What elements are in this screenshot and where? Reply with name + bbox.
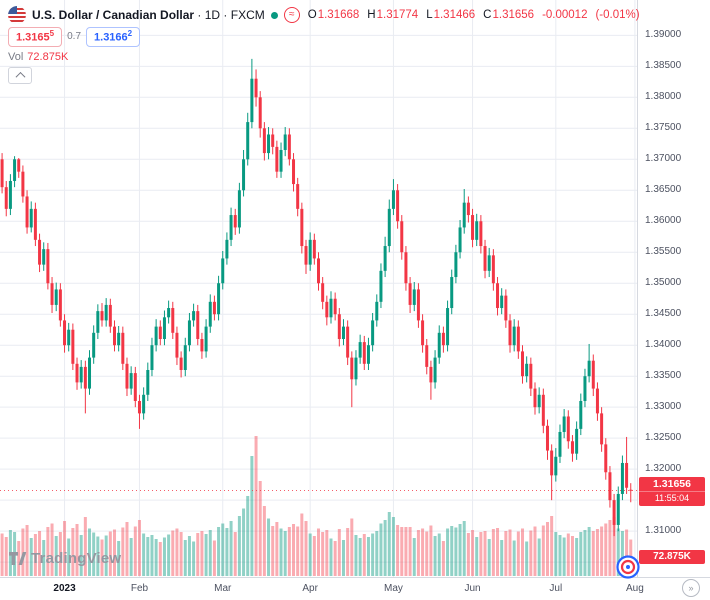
time-axis-label: Mar: [214, 583, 232, 594]
exchange-label: FXCM: [230, 8, 265, 22]
low-label: L: [426, 9, 433, 21]
volume-layer: [0, 436, 633, 576]
grid-layer: [0, 0, 637, 577]
candles-layer: [0, 58, 633, 537]
price-axis[interactable]: 1.305001.310001.315001.320001.325001.330…: [637, 0, 710, 577]
corner-menu-button[interactable]: »: [682, 579, 700, 597]
corner-menu-icon: »: [688, 583, 694, 593]
close-value: 1.31656: [492, 9, 535, 21]
price-axis-label: 1.31000: [645, 525, 682, 537]
bid-button[interactable]: 1.31655: [8, 27, 63, 47]
ask-button[interactable]: 1.31662: [86, 27, 141, 47]
bar-countdown: 11:55:04: [639, 491, 705, 504]
legend-dot2: ·: [223, 8, 228, 22]
volume-value: 72.875K: [27, 51, 69, 63]
ohlc-readout: O1.31668 H1.31774 L1.31466 C1.31656 -0.0…: [308, 9, 640, 21]
bid-value: 1.3165: [16, 31, 50, 44]
open-label: O: [307, 9, 317, 21]
bid-value-sup: 5: [49, 29, 55, 38]
price-axis-label: 1.35000: [645, 277, 682, 289]
price-axis-label: 1.34000: [645, 339, 682, 351]
time-axis-label: Jun: [464, 583, 481, 594]
price-axis-label: 1.34500: [645, 308, 682, 320]
price-axis-label: 1.38500: [645, 60, 682, 72]
volume-label: Vol: [8, 51, 24, 63]
tradingview-logo[interactable]: TradingView: [8, 550, 121, 567]
price-axis-label: 1.33000: [645, 401, 682, 413]
ask-value-sup: 2: [127, 29, 133, 38]
price-axis-label: 1.36500: [645, 184, 682, 196]
broker-logo-button[interactable]: [616, 555, 640, 579]
bid-ask-row: 1.31655 0.7 1.31662: [8, 27, 141, 47]
time-axis-label: Aug: [626, 583, 644, 594]
timeframe-label: 1D: [204, 8, 221, 22]
broker-logo-icon: [616, 555, 640, 579]
volume-axis-label: 72.875K: [639, 550, 705, 564]
symbol-title[interactable]: U.S. Dollar / Canadian Dollar · 1D · FXC…: [32, 8, 265, 22]
time-axis-label: Apr: [302, 583, 318, 594]
symbol-flag-icon: [8, 6, 26, 24]
market-status-icon[interactable]: [270, 11, 278, 19]
delayed-data-icon[interactable]: ≈: [283, 7, 300, 23]
price-axis-label: 1.33500: [645, 370, 682, 382]
high-label: H: [367, 9, 376, 21]
price-axis-label: 1.39000: [645, 29, 682, 41]
price-axis-label: 1.35500: [645, 246, 682, 258]
tradingview-logo-text: TradingView: [31, 550, 122, 567]
low-value: 1.31466: [433, 9, 476, 21]
price-axis-label: 1.37000: [645, 153, 682, 165]
price-axis-label: 1.37500: [645, 122, 682, 134]
time-axis-label: 2023: [53, 583, 76, 594]
open-value: 1.31668: [317, 9, 360, 21]
legend-collapse-button[interactable]: [8, 67, 32, 84]
current-price-value: 1.31656: [653, 478, 691, 491]
change-value: -0.00012: [542, 9, 588, 21]
change-percent: (-0.01%): [595, 9, 640, 21]
time-axis-label: May: [383, 583, 403, 594]
price-axis-label: 1.32000: [645, 463, 682, 475]
spread-value: 0.7: [67, 31, 82, 43]
symbol-name: U.S. Dollar / Canadian Dollar: [32, 8, 195, 22]
tradingview-mark-icon: [9, 552, 27, 565]
time-axis[interactable]: 2023 Feb Mar Apr May Jun Jul Aug: [0, 577, 710, 600]
time-axis-label: Feb: [130, 583, 149, 594]
current-price-label: 1.31656 11:55:04: [639, 477, 705, 507]
chevron-up-icon: [15, 71, 25, 82]
ask-value: 1.3166: [94, 31, 128, 44]
price-axis-label: 1.38000: [645, 91, 682, 103]
price-axis-label: 1.32500: [645, 432, 682, 444]
price-axis-label: 1.36000: [645, 215, 682, 227]
symbol-legend[interactable]: U.S. Dollar / Canadian Dollar · 1D · FXC…: [8, 6, 640, 24]
high-value: 1.31774: [376, 9, 419, 21]
close-label: C: [483, 9, 492, 21]
time-axis-label: Jul: [549, 583, 563, 594]
volume-legend[interactable]: Vol 72.875K: [8, 51, 68, 63]
legend-dot1: ·: [197, 8, 202, 22]
